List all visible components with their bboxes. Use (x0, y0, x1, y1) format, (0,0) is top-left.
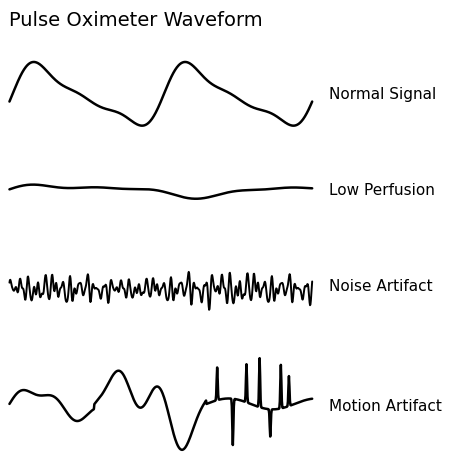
Text: Noise Artifact: Noise Artifact (329, 280, 432, 294)
Text: Pulse Oximeter Waveform: Pulse Oximeter Waveform (9, 11, 263, 30)
Text: Normal Signal: Normal Signal (329, 87, 436, 101)
Text: Low Perfusion: Low Perfusion (329, 183, 435, 198)
Text: Motion Artifact: Motion Artifact (329, 399, 442, 414)
